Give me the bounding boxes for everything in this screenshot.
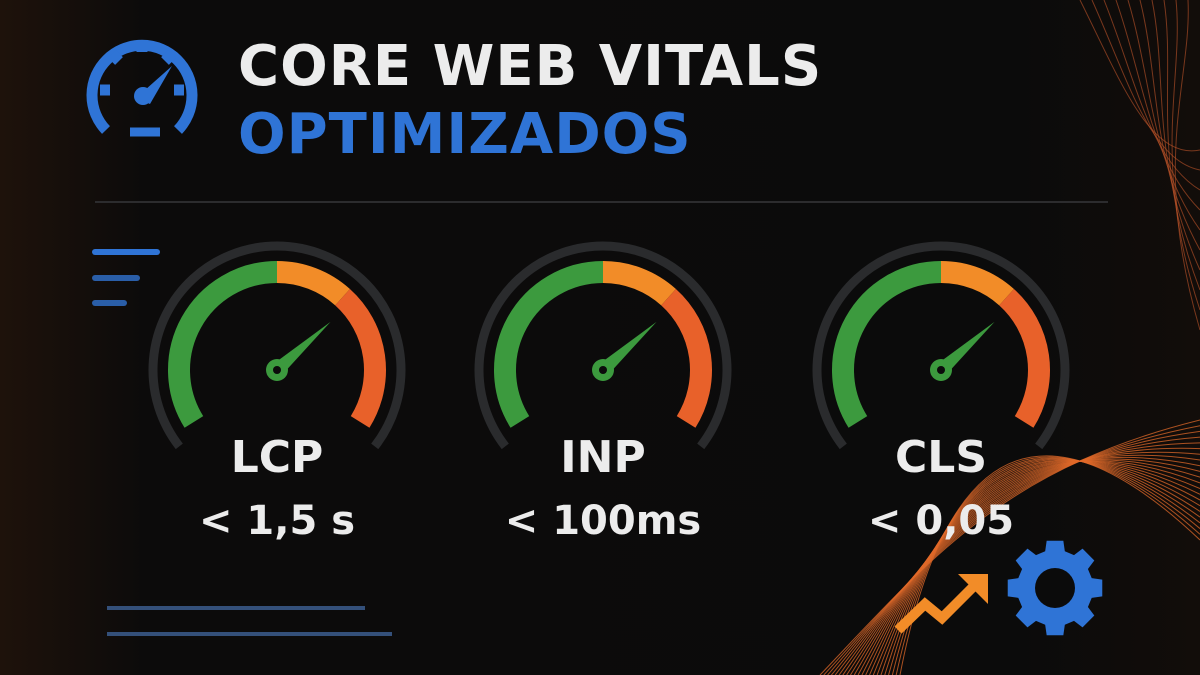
gauge-needle [272, 321, 331, 376]
gear-hole [1035, 568, 1075, 608]
wave-line [865, 460, 1200, 675]
title-line-2: OPTIMIZADOS [238, 102, 692, 167]
gauge-red-segment [998, 289, 1050, 428]
gauge-lcp-metric: LCP [230, 432, 324, 483]
decorative-bottom-lines [107, 606, 392, 636]
wave-line [872, 460, 1200, 675]
wave-line [888, 458, 1200, 675]
gauge-outer-ring [148, 241, 406, 450]
gauge-red-segment [334, 289, 386, 428]
wave-line [1115, 0, 1200, 211]
gauge-lcp [148, 241, 406, 450]
gauge-green-segment [494, 261, 604, 428]
gauge-red-segment [660, 289, 712, 428]
wave-line [827, 430, 1200, 675]
wave-line [831, 436, 1200, 675]
gauge-orange-segment [276, 261, 350, 306]
gauge-hub-center [273, 366, 281, 374]
wave-line [853, 458, 1200, 675]
title-line-1: CORE WEB VITALS [238, 34, 823, 99]
gauge-outer-ring [474, 241, 732, 450]
wave-line [1091, 0, 1200, 171]
wave-line [1163, 0, 1200, 291]
wave-line [861, 460, 1200, 675]
wave-line [884, 459, 1200, 675]
orange-wave-lines [819, 0, 1200, 675]
gauge-hub-center [599, 366, 607, 374]
gauge-cls-metric: CLS [894, 432, 988, 483]
speedometer-icon [86, 39, 198, 137]
gauge-inp [474, 241, 732, 450]
menu-lines-icon [92, 249, 160, 306]
gauge-needle [936, 321, 995, 376]
wave-line [838, 447, 1200, 675]
gauge-orange-segment [602, 261, 676, 306]
wave-line [842, 451, 1200, 675]
gauge-cls-value: < 0,05 [867, 498, 1015, 544]
wave-line [1139, 0, 1200, 251]
gauge-inp-value: < 100ms [504, 498, 702, 544]
trend-up-arrow-icon [894, 574, 988, 634]
wave-line [850, 456, 1200, 675]
wave-line [880, 459, 1200, 675]
gauge-inp-metric: INP [560, 432, 646, 483]
wave-line [846, 454, 1200, 675]
gauge-outer-ring [812, 241, 1070, 450]
gauge-lcp-value: < 1,5 s [198, 498, 356, 544]
gauge-green-segment [832, 261, 942, 428]
wave-line [857, 459, 1200, 675]
gauge-green-segment [168, 261, 278, 428]
wave-line [1174, 0, 1200, 331]
gauge-orange-segment [940, 261, 1014, 306]
wave-line [823, 425, 1200, 675]
wave-line [876, 460, 1200, 675]
wave-line [1171, 0, 1200, 311]
gauge-cls [812, 241, 1070, 450]
gauge-hub-center [937, 366, 945, 374]
wave-line [1103, 0, 1200, 191]
wave-line [869, 460, 1200, 675]
wave-line [834, 442, 1200, 675]
wave-line [819, 419, 1200, 675]
gear-icon [1007, 540, 1103, 636]
wave-line [1151, 0, 1200, 271]
gauge-needle [598, 321, 657, 376]
wave-line [1079, 0, 1200, 152]
wave-line [1127, 0, 1200, 231]
